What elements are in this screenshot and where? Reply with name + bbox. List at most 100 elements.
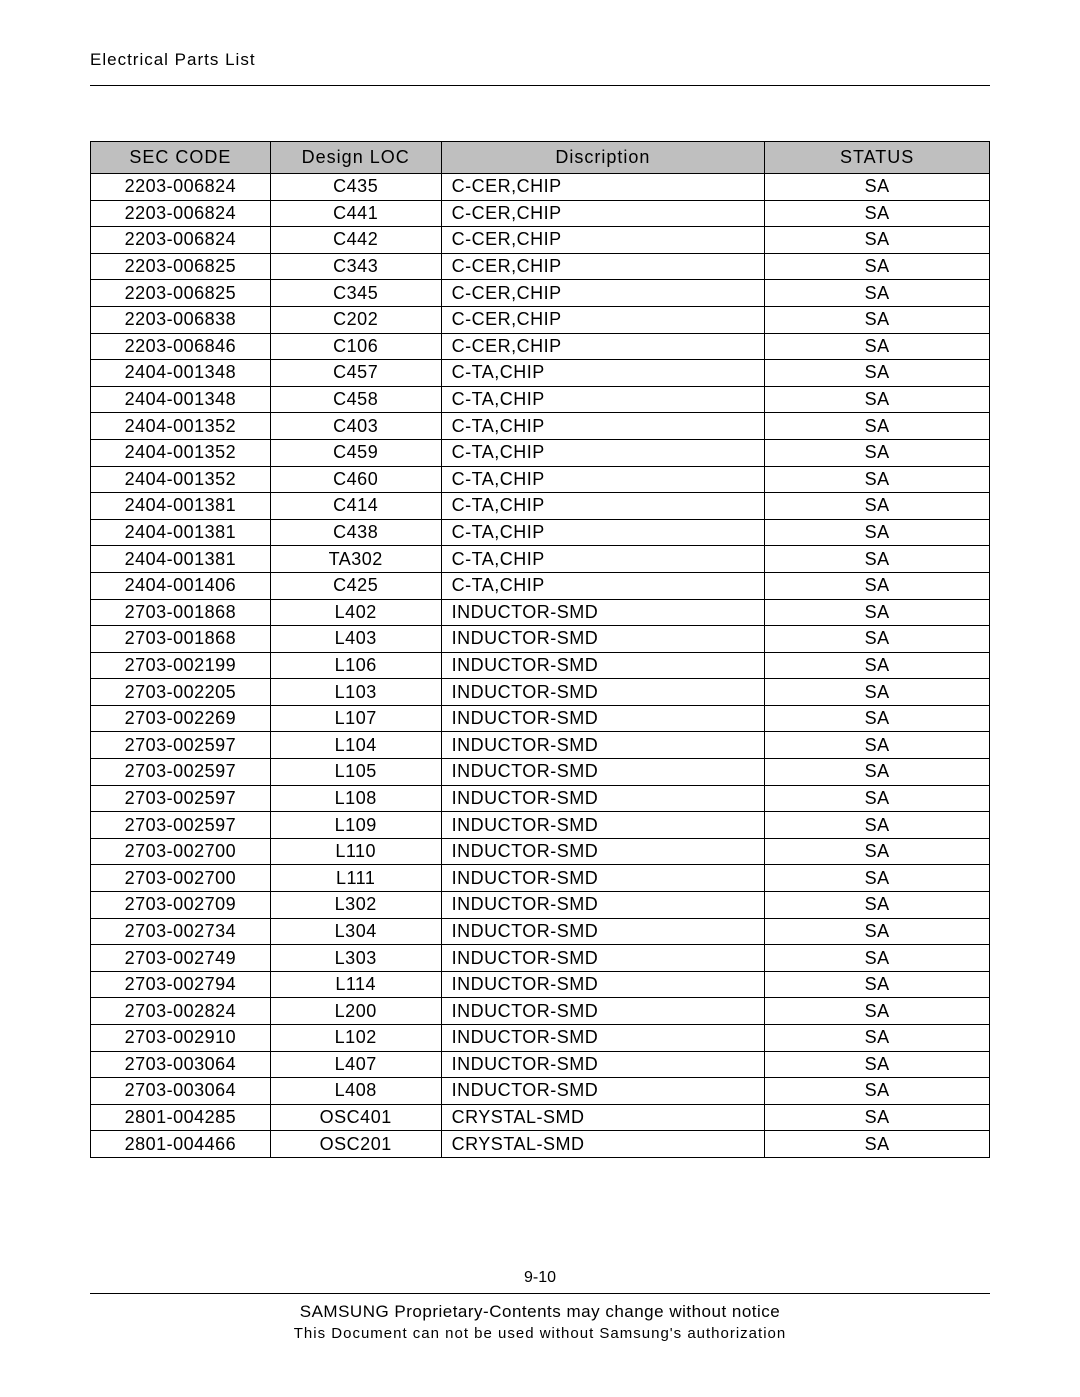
table-cell: SA [765, 386, 990, 413]
table-cell: SA [765, 918, 990, 945]
table-cell: 2703-002269 [91, 705, 271, 732]
table-cell: C-CER,CHIP [441, 174, 765, 201]
table-cell: SA [765, 174, 990, 201]
table-row: 2703-002597L104INDUCTOR-SMDSA [91, 732, 990, 759]
table-cell: INDUCTOR-SMD [441, 865, 765, 892]
table-cell: L403 [270, 626, 441, 653]
table-cell: L103 [270, 679, 441, 706]
table-cell: C-CER,CHIP [441, 306, 765, 333]
table-cell: C-CER,CHIP [441, 200, 765, 227]
table-row: 2203-006838C202C-CER,CHIPSA [91, 306, 990, 333]
table-cell: C403 [270, 413, 441, 440]
table-cell: SA [765, 280, 990, 307]
col-status: STATUS [765, 142, 990, 174]
table-cell: INDUCTOR-SMD [441, 679, 765, 706]
table-cell: INDUCTOR-SMD [441, 599, 765, 626]
table-cell: SA [765, 732, 990, 759]
table-cell: OSC201 [270, 1131, 441, 1158]
table-cell: 2404-001381 [91, 519, 271, 546]
page: Electrical Parts List SEC CODE Design LO… [0, 0, 1080, 1397]
table-row: 2203-006824C435C-CER,CHIPSA [91, 174, 990, 201]
table-cell: L303 [270, 945, 441, 972]
table-row: 2404-001352C403C-TA,CHIPSA [91, 413, 990, 440]
table-cell: SA [765, 785, 990, 812]
table-cell: 2703-002794 [91, 971, 271, 998]
table-cell: C202 [270, 306, 441, 333]
table-body: 2203-006824C435C-CER,CHIPSA2203-006824C4… [91, 174, 990, 1158]
table-cell: SA [765, 466, 990, 493]
table-cell: C-TA,CHIP [441, 546, 765, 573]
table-cell: 2404-001381 [91, 493, 271, 520]
table-row: 2703-002597L108INDUCTOR-SMDSA [91, 785, 990, 812]
table-cell: C-CER,CHIP [441, 280, 765, 307]
table-row: 2703-002597L109INDUCTOR-SMDSA [91, 812, 990, 839]
table-row: 2801-004285OSC401CRYSTAL-SMDSA [91, 1104, 990, 1131]
table-cell: INDUCTOR-SMD [441, 971, 765, 998]
table-cell: SA [765, 493, 990, 520]
table-cell: SA [765, 439, 990, 466]
table-cell: 2703-001868 [91, 599, 271, 626]
table-cell: 2203-006824 [91, 200, 271, 227]
table-cell: INDUCTOR-SMD [441, 838, 765, 865]
table-cell: C459 [270, 439, 441, 466]
table-cell: 2703-002824 [91, 998, 271, 1025]
table-cell: SA [765, 705, 990, 732]
table-row: 2703-002700L110INDUCTOR-SMDSA [91, 838, 990, 865]
table-cell: L111 [270, 865, 441, 892]
table-cell: SA [765, 945, 990, 972]
table-row: 2203-006824C441C-CER,CHIPSA [91, 200, 990, 227]
table-row: 2404-001381TA302C-TA,CHIPSA [91, 546, 990, 573]
footer-restriction: This Document can not be used without Sa… [90, 1325, 990, 1342]
table-cell: C457 [270, 360, 441, 387]
table-cell: C-CER,CHIP [441, 227, 765, 254]
table-cell: L407 [270, 1051, 441, 1078]
table-cell: 2703-003064 [91, 1078, 271, 1105]
table-cell: CRYSTAL-SMD [441, 1104, 765, 1131]
table-cell: 2404-001348 [91, 386, 271, 413]
table-row: 2404-001352C459C-TA,CHIPSA [91, 439, 990, 466]
table-cell: SA [765, 998, 990, 1025]
table-cell: 2801-004285 [91, 1104, 271, 1131]
table-cell: C-TA,CHIP [441, 572, 765, 599]
table-row: 2404-001381C438C-TA,CHIPSA [91, 519, 990, 546]
parts-table: SEC CODE Design LOC Discription STATUS 2… [90, 141, 990, 1158]
table-cell: L402 [270, 599, 441, 626]
table-cell: 2703-002734 [91, 918, 271, 945]
table-header-row: SEC CODE Design LOC Discription STATUS [91, 142, 990, 174]
table-cell: 2703-002709 [91, 892, 271, 919]
table-row: 2703-002749L303INDUCTOR-SMDSA [91, 945, 990, 972]
table-cell: C414 [270, 493, 441, 520]
table-cell: 2703-002700 [91, 865, 271, 892]
table-cell: L114 [270, 971, 441, 998]
table-cell: 2404-001381 [91, 546, 271, 573]
table-cell: INDUCTOR-SMD [441, 918, 765, 945]
header-rule [90, 85, 990, 86]
table-cell: INDUCTOR-SMD [441, 759, 765, 786]
table-cell: INDUCTOR-SMD [441, 732, 765, 759]
table-cell: 2404-001352 [91, 466, 271, 493]
table-cell: SA [765, 227, 990, 254]
table-cell: 2703-002749 [91, 945, 271, 972]
table-cell: SA [765, 838, 990, 865]
table-cell: SA [765, 333, 990, 360]
table-cell: 2203-006846 [91, 333, 271, 360]
table-row: 2703-002269L107INDUCTOR-SMDSA [91, 705, 990, 732]
table-cell: SA [765, 1131, 990, 1158]
table-cell: C-TA,CHIP [441, 439, 765, 466]
table-row: 2703-002910L102INDUCTOR-SMDSA [91, 1025, 990, 1052]
table-row: 2203-006825C343C-CER,CHIPSA [91, 253, 990, 280]
table-cell: INDUCTOR-SMD [441, 626, 765, 653]
table-cell: SA [765, 413, 990, 440]
table-cell: SA [765, 1025, 990, 1052]
table-cell: 2801-004466 [91, 1131, 271, 1158]
table-head: SEC CODE Design LOC Discription STATUS [91, 142, 990, 174]
table-cell: C345 [270, 280, 441, 307]
table-row: 2703-002709L302INDUCTOR-SMDSA [91, 892, 990, 919]
table-cell: SA [765, 1051, 990, 1078]
table-cell: C460 [270, 466, 441, 493]
table-cell: C-CER,CHIP [441, 333, 765, 360]
table-row: 2404-001348C457C-TA,CHIPSA [91, 360, 990, 387]
table-cell: L108 [270, 785, 441, 812]
table-cell: 2404-001352 [91, 413, 271, 440]
table-row: 2801-004466OSC201CRYSTAL-SMDSA [91, 1131, 990, 1158]
